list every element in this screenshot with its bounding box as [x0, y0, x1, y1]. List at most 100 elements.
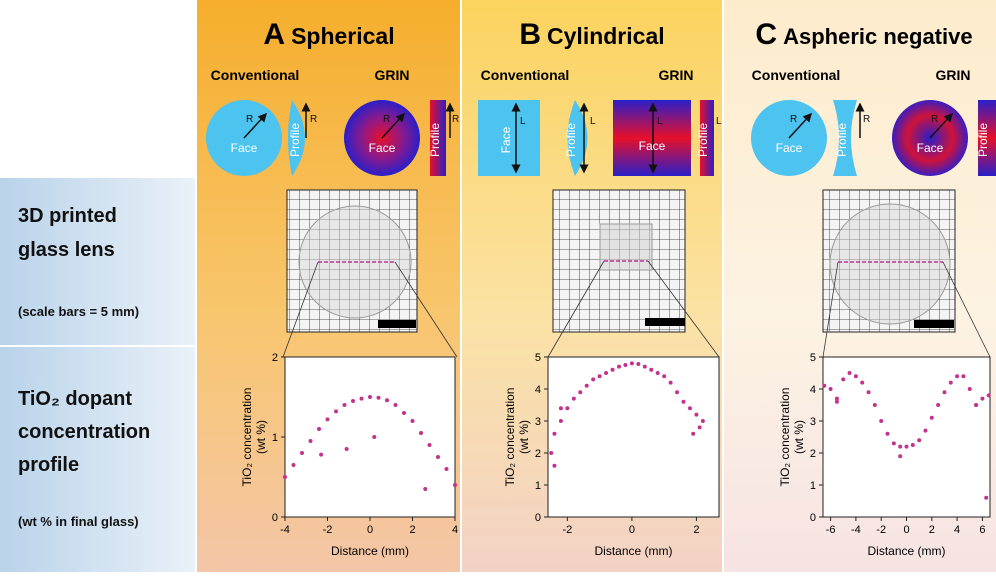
row-note: (wt % in final glass)	[18, 514, 139, 529]
y-axis-label: (wt %)	[517, 420, 531, 454]
x-tick-label: 0	[903, 524, 909, 536]
data-point	[643, 365, 647, 369]
data-point	[368, 395, 372, 399]
data-point	[949, 381, 953, 385]
data-point	[428, 443, 432, 447]
data-point	[669, 381, 673, 385]
data-point	[377, 396, 381, 400]
data-point	[360, 397, 364, 401]
data-point	[585, 384, 589, 388]
panel-name: Spherical	[291, 23, 395, 49]
row-label: profile	[18, 454, 79, 476]
data-point	[559, 419, 563, 423]
x-tick-label: 6	[979, 524, 985, 536]
profile-label: Profile	[835, 123, 849, 157]
x-tick-label: -2	[562, 524, 572, 536]
data-point	[873, 403, 877, 407]
y-tick-label: 3	[810, 416, 816, 428]
y-tick-label: 1	[810, 480, 816, 492]
data-point	[394, 403, 398, 407]
panel-letter: C	[755, 18, 777, 51]
plot-area	[285, 357, 455, 517]
data-point	[829, 387, 833, 391]
data-point	[923, 429, 927, 433]
row-note: (scale bars = 5 mm)	[18, 304, 139, 319]
data-point	[300, 451, 304, 455]
data-point	[691, 432, 695, 436]
data-point	[351, 399, 355, 403]
data-point	[598, 374, 602, 378]
row-label: TiO₂ dopant	[18, 388, 132, 410]
subtitle: GRIN	[659, 67, 694, 83]
data-point	[984, 496, 988, 500]
figure: 3D printed glass lens (scale bars = 5 mm…	[0, 0, 996, 572]
data-point	[591, 377, 595, 381]
data-point	[701, 419, 705, 423]
data-point	[974, 403, 978, 407]
data-point	[867, 390, 871, 394]
x-tick-label: 0	[629, 524, 635, 536]
x-tick-label: 2	[929, 524, 935, 536]
dim-label: L	[590, 116, 596, 127]
x-tick-label: 0	[367, 524, 373, 536]
data-point	[623, 363, 627, 367]
data-point	[578, 390, 582, 394]
profile-label: Profile	[288, 123, 302, 157]
y-axis-label: TiO₂ concentration	[778, 388, 792, 487]
row-label: concentration	[18, 421, 150, 443]
data-point	[662, 374, 666, 378]
dim-label: L	[657, 116, 663, 127]
data-point	[848, 371, 852, 375]
data-point	[411, 419, 415, 423]
profile-label: Profile	[696, 123, 710, 157]
row-label: 3D printed	[18, 205, 117, 227]
data-point	[385, 398, 389, 402]
panel-letter: B	[519, 18, 541, 51]
data-point	[283, 475, 287, 479]
profile-label: Profile	[564, 123, 578, 157]
data-point	[453, 483, 457, 487]
x-tick-label: 2	[693, 524, 699, 536]
data-point	[854, 374, 858, 378]
subtitle: GRIN	[375, 67, 410, 83]
data-point	[372, 435, 376, 439]
data-point	[423, 487, 427, 491]
data-point	[649, 368, 653, 372]
data-point	[936, 403, 940, 407]
y-tick-label: 3	[535, 416, 541, 428]
y-axis-label: TiO₂ concentration	[240, 388, 254, 487]
row-label: glass lens	[18, 239, 115, 261]
data-point	[980, 397, 984, 401]
face-label: Face	[231, 141, 258, 155]
dim-label: R	[383, 114, 390, 125]
face-label: Face	[499, 126, 513, 153]
data-point	[688, 406, 692, 410]
y-tick-label: 2	[272, 352, 278, 364]
data-point	[445, 467, 449, 471]
y-axis-label: TiO₂ concentration	[503, 388, 517, 487]
y-tick-label: 0	[535, 512, 541, 524]
data-point	[841, 377, 845, 381]
face-label: Face	[369, 141, 396, 155]
x-tick-label: 4	[452, 524, 458, 536]
row-bg	[0, 178, 195, 345]
x-tick-label: 4	[954, 524, 960, 536]
data-point	[572, 397, 576, 401]
face-label: Face	[917, 141, 944, 155]
y-axis-label: (wt %)	[792, 420, 806, 454]
dim-label: R	[790, 114, 797, 125]
data-point	[292, 463, 296, 467]
data-point	[617, 365, 621, 369]
data-point	[961, 374, 965, 378]
subtitle: GRIN	[936, 67, 971, 83]
x-axis-label: Distance (mm)	[594, 544, 672, 558]
data-point	[552, 432, 556, 436]
dim-label: L	[716, 116, 722, 127]
data-point	[436, 455, 440, 459]
dim-label: R	[863, 114, 870, 125]
data-point	[552, 464, 556, 468]
data-point	[675, 390, 679, 394]
plot-area	[548, 357, 719, 517]
data-point	[419, 431, 423, 435]
x-tick-label: -2	[876, 524, 886, 536]
